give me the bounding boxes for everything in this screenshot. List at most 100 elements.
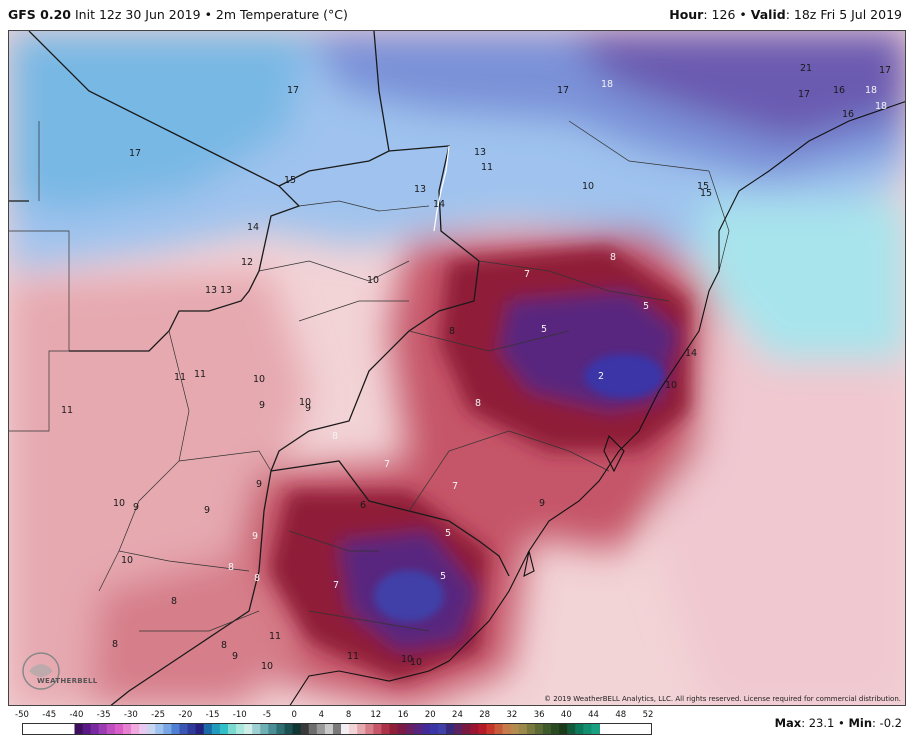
logo-mark bbox=[22, 652, 60, 690]
color-bar-segment bbox=[332, 724, 342, 734]
color-bar-segment bbox=[90, 724, 100, 734]
color-bar-segment bbox=[518, 724, 528, 734]
color-bar-segment bbox=[454, 724, 463, 734]
temperature-label: 9 bbox=[232, 651, 238, 662]
temperature-label: 2 bbox=[598, 371, 604, 382]
color-bar-segment bbox=[244, 724, 253, 734]
color-bar-segment bbox=[163, 724, 172, 734]
scale-tick-label: -25 bbox=[151, 710, 166, 720]
temperature-label: 16 bbox=[842, 109, 854, 120]
color-bar-segment bbox=[591, 724, 600, 734]
scale-tick-label: 32 bbox=[506, 710, 518, 720]
color-bar-segment bbox=[551, 724, 560, 734]
temperature-label: 8 bbox=[112, 639, 118, 650]
scale-tick-label: 12 bbox=[370, 710, 382, 720]
temperature-label: 11 bbox=[347, 651, 359, 662]
color-bar-segment bbox=[446, 724, 455, 734]
model-name: GFS 0.20 bbox=[8, 7, 71, 22]
temperature-label: 15 bbox=[284, 175, 296, 186]
temperature-label: 17 bbox=[129, 148, 141, 159]
color-bar-segment bbox=[341, 724, 350, 734]
temperature-label: 17 bbox=[557, 85, 569, 96]
temperature-label: 15 bbox=[700, 188, 712, 199]
header-title: GFS 0.20 Init 12z 30 Jun 2019 • 2m Tempe… bbox=[8, 0, 348, 30]
temperature-label: 12 bbox=[241, 257, 253, 268]
scale-tick-label: 20 bbox=[424, 710, 436, 720]
scale-tick-label: -50 bbox=[15, 710, 29, 720]
color-bar-segment bbox=[308, 724, 318, 734]
temperature-label: 9 bbox=[259, 400, 265, 411]
map-header: GFS 0.20 Init 12z 30 Jun 2019 • 2m Tempe… bbox=[0, 0, 914, 30]
temperature-label: 9 bbox=[133, 502, 139, 513]
color-bar-segment bbox=[114, 724, 124, 734]
color-bar-segment bbox=[421, 724, 431, 734]
temperature-label: 7 bbox=[333, 580, 339, 591]
color-bar-segment bbox=[567, 724, 576, 734]
temperature-label: 16 bbox=[833, 85, 845, 96]
temperature-label: 10 bbox=[401, 654, 413, 665]
temperature-label: 21 bbox=[800, 63, 812, 74]
temperature-label: 14 bbox=[247, 222, 259, 233]
copyright-notice: © 2019 WeatherBELL Analytics, LLC. All r… bbox=[544, 695, 901, 703]
temperature-label: 8 bbox=[610, 252, 616, 263]
scale-tick-label: -15 bbox=[205, 710, 220, 720]
variable-name: 2m Temperature (°C) bbox=[215, 7, 348, 22]
color-bar-segment bbox=[187, 724, 197, 734]
temperature-label: 17 bbox=[287, 85, 299, 96]
weatherbell-logo: WEATHERBELL bbox=[19, 647, 97, 693]
temperature-label: 13 bbox=[414, 184, 426, 195]
color-bar-segment bbox=[179, 724, 189, 734]
scale-tick-label: 16 bbox=[397, 710, 409, 720]
scale-ticks: -50 -45 -40 -35 -30 -25 -20 -15 -10 -5 0 4 8 12 16 20 24… bbox=[0, 710, 914, 724]
temperature-label: 7 bbox=[524, 269, 530, 280]
color-bar-segment bbox=[534, 724, 544, 734]
temperature-label: 11 bbox=[174, 372, 186, 383]
color-bar-segment bbox=[462, 724, 471, 734]
color-bar-segment bbox=[413, 724, 423, 734]
color-bar-segment bbox=[526, 724, 536, 734]
temperature-label: 9 bbox=[204, 505, 210, 516]
temperature-label: 13 bbox=[220, 285, 232, 296]
temperature-map[interactable]: 17 17 17 18 18 21 17 16 18 17 16 13 11 10 15 15 13 14 14 15… bbox=[8, 30, 906, 706]
temperature-label: 8 bbox=[475, 398, 481, 409]
temperature-label: 10 bbox=[121, 555, 133, 566]
color-bar-segment bbox=[82, 724, 92, 734]
temperature-label: 9 bbox=[539, 498, 545, 509]
color-bar-segment bbox=[324, 724, 334, 734]
color-bar-segment bbox=[260, 724, 269, 734]
color-bar-segment bbox=[437, 724, 447, 734]
color-bar-segment bbox=[470, 724, 479, 734]
scale-tick-label: 24 bbox=[452, 710, 463, 720]
color-bar-segment bbox=[219, 724, 229, 734]
color-bar-segment bbox=[381, 724, 390, 734]
temperature-label: 7 bbox=[452, 481, 458, 492]
color-bar-segment bbox=[203, 724, 213, 734]
temperature-label: 8 bbox=[332, 431, 338, 442]
color-bar-segment bbox=[559, 724, 568, 734]
logo-text: WEATHERBELL bbox=[37, 677, 98, 685]
color-bar-segment bbox=[147, 724, 156, 734]
temperature-label: 10 bbox=[113, 498, 125, 509]
temperature-label: 17 bbox=[879, 65, 891, 76]
temperature-label: 18 bbox=[601, 79, 613, 90]
valid-value: : 18z Fri 5 Jul 2019 bbox=[785, 7, 902, 22]
color-bar-segment bbox=[171, 724, 180, 734]
temperature-label: 5 bbox=[643, 301, 649, 312]
color-bar-segment bbox=[74, 724, 84, 734]
scale-tick-label: 28 bbox=[479, 710, 491, 720]
min-label: Min bbox=[848, 716, 873, 730]
temperature-label: 11 bbox=[194, 369, 206, 380]
color-bar-segment bbox=[122, 724, 132, 734]
hour-value: : 126 bbox=[703, 7, 736, 22]
color-bar-segment bbox=[583, 724, 592, 734]
color-bar-segment bbox=[195, 724, 205, 734]
temperature-label: 8 bbox=[228, 562, 234, 573]
scale-tick-label: 0 bbox=[291, 710, 297, 720]
color-bar-segment bbox=[316, 724, 326, 734]
color-bar-segment bbox=[349, 724, 358, 734]
temperature-label: 9 bbox=[305, 403, 311, 414]
temperature-label: 10 bbox=[367, 275, 379, 286]
temperature-label: 11 bbox=[269, 631, 281, 642]
color-bar-segment bbox=[236, 724, 245, 734]
